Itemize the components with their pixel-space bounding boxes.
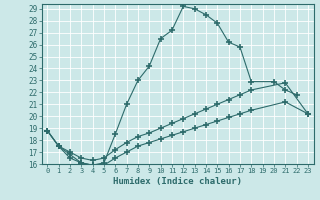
X-axis label: Humidex (Indice chaleur): Humidex (Indice chaleur)	[113, 177, 242, 186]
